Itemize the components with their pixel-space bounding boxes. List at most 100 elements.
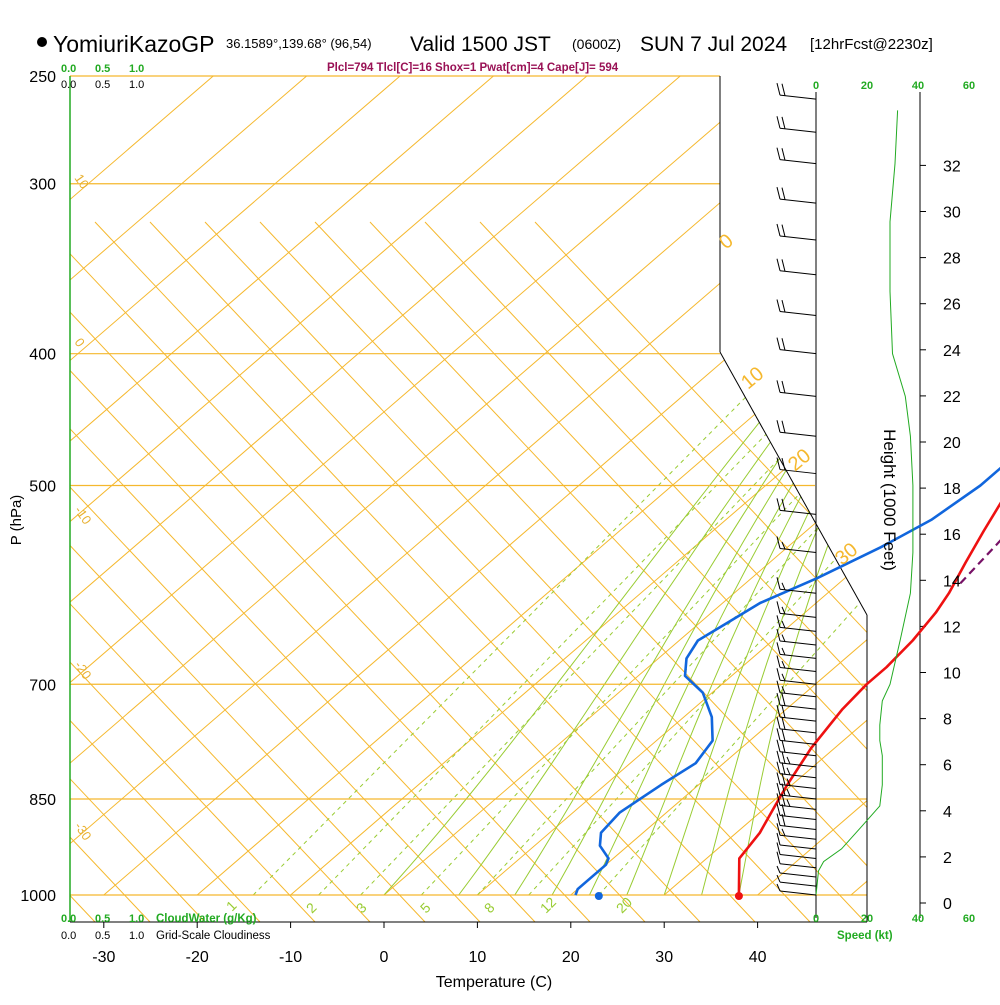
wind-barb-staff [780, 271, 816, 275]
height-tick-label: 24 [943, 343, 961, 360]
wind-barb-staff [780, 873, 816, 877]
wind-barb-feather [777, 681, 780, 693]
isotherm-line [758, 0, 1000, 895]
wind-barb-feather [777, 783, 780, 795]
wind-barb-feather [777, 740, 780, 752]
dry-adiabat-line [40, 222, 700, 922]
wind-barb-feather [777, 116, 780, 128]
moist-adiabat-label: 30 [831, 539, 862, 570]
wind-barb-staff [780, 667, 816, 671]
wind-barb-staff [780, 312, 816, 316]
cloud-scale-top-black-2: 1.0 [129, 79, 144, 91]
wind-barb-feather [782, 694, 785, 706]
title-model: YomiuriKazoGP [53, 31, 215, 57]
mixing-ratio-label: 1 [223, 897, 240, 914]
p-tick-label: 300 [29, 177, 56, 194]
wind-barb-feather [777, 224, 780, 236]
wind-barb [777, 866, 816, 877]
wind-barb-feather [782, 583, 785, 590]
wind-barb-feather [777, 380, 780, 392]
p-tick-label: 250 [29, 69, 56, 86]
height-axis-label: Height (1000 Feet) [880, 429, 899, 571]
moist-adiabat-label: 10 [737, 363, 768, 394]
wind-barb-staff [780, 882, 816, 886]
dry-adiabat-line [315, 222, 975, 922]
wind-barb [777, 259, 816, 275]
wind-barb-feather [787, 768, 790, 775]
wind-barb-staff [780, 236, 816, 240]
wind-barb-feather [782, 259, 785, 271]
cloudwater-label: CloudWater (g/Kg) [156, 913, 257, 925]
height-tick-label: 16 [943, 527, 961, 544]
wind-barb-staff [780, 815, 816, 819]
wind-barb-staff [780, 199, 816, 203]
cloud-scale-bottom-black-1: 0.5 [95, 930, 110, 942]
wind-barb [777, 380, 816, 396]
wind-barb [777, 116, 816, 132]
title-date: SUN 7 Jul 2024 [640, 33, 787, 56]
cloud-scale-bottom-green-1: 0.5 [95, 913, 110, 925]
height-tick-label: 32 [943, 158, 961, 175]
wind-barb-staff [780, 548, 816, 552]
dry-adiabat-line [0, 222, 645, 922]
height-tick-label: 30 [943, 205, 961, 222]
height-tick-label: 4 [943, 804, 952, 821]
mixing-ratio-line [529, 354, 1000, 895]
dry-adiabat-line [0, 222, 150, 922]
height-tick-label: 8 [943, 712, 952, 729]
dry-adiabat-line [205, 222, 865, 922]
wind-barb-feather [782, 84, 785, 96]
wind-barb-staff [780, 654, 816, 658]
wind-barb [777, 852, 816, 868]
x-tick-label: -30 [92, 949, 115, 966]
wind-barb-feather [777, 259, 780, 271]
wind-barb-feather [787, 799, 790, 806]
moist-adiabat-label: 0 [715, 230, 738, 254]
wind-barb-feather [777, 772, 780, 784]
x-tick-label: 40 [749, 949, 767, 966]
wind-barb-feather [777, 866, 780, 873]
height-tick-label: 14 [943, 573, 961, 590]
series-parcel-line [960, 88, 1000, 584]
wind-barb [777, 187, 816, 203]
wind-barb-feather [777, 187, 780, 199]
dry-adiabat-line [0, 222, 205, 922]
wind-barb-feather [782, 706, 785, 718]
isotherm-line [0, 0, 401, 895]
wind-barb-feather [787, 789, 790, 796]
wind-barb [777, 83, 816, 99]
wind-barb-feather [782, 674, 785, 681]
isotherm-line [851, 0, 1000, 895]
height-tick-label: 6 [943, 758, 952, 775]
dry-adiabat-line [0, 222, 480, 922]
wind-barb-feather [777, 615, 780, 627]
dry-adiabat-line [0, 222, 315, 922]
wind-barb-feather [782, 225, 785, 237]
wind-barb-feather [777, 300, 780, 312]
mixing-ratio-label: 2 [303, 899, 320, 916]
p-tick-label: 500 [29, 479, 56, 496]
dry-adiabat-line [260, 222, 920, 922]
wind-barb-feather [777, 420, 780, 432]
wind-barb-feather [782, 421, 785, 433]
title-bullet-icon [37, 37, 47, 47]
text-layer: YomiuriKazoGP 36.1589°,139.68° (96,54) V… [8, 31, 975, 991]
isotherm-line [0, 0, 681, 895]
y-axis-label: P (hPa) [8, 495, 25, 546]
wind-barb [777, 420, 816, 436]
cloud-scale-bottom-black-2: 1.0 [129, 930, 144, 942]
dry-adiabat-line [0, 222, 425, 922]
grid-layer [0, 0, 1000, 928]
cloud-scale-bottom-green-0: 0.0 [61, 913, 76, 925]
wind-barb-feather [782, 762, 785, 774]
x-tick-label: 10 [469, 949, 487, 966]
wind-barb [777, 300, 816, 316]
isotherm-line [0, 0, 307, 895]
wind-barb-feather [782, 338, 785, 350]
wind-barb-staff [780, 693, 816, 697]
mixing-ratio-label: 3 [353, 899, 370, 916]
wind-barb-feather [777, 642, 780, 654]
wind-barb-feather [782, 648, 785, 655]
x-tick-label: -10 [279, 949, 302, 966]
